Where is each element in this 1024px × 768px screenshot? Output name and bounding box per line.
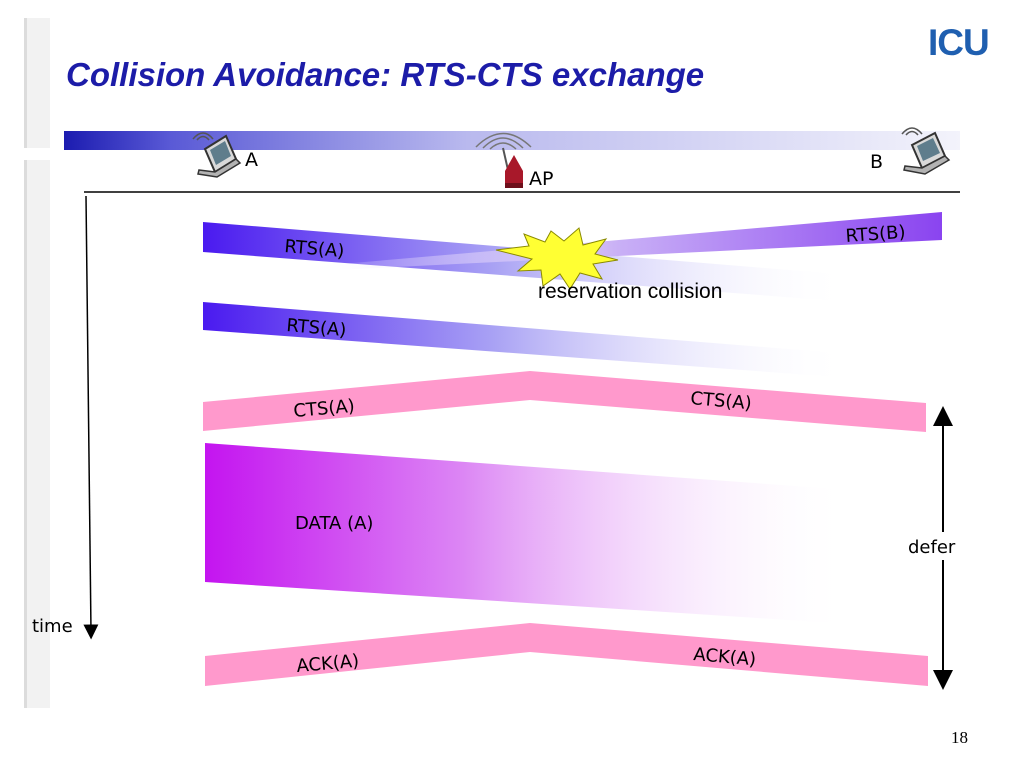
defer-label-background — [905, 532, 975, 560]
page-number: 18 — [951, 728, 968, 747]
node-b-label: B — [870, 151, 883, 173]
cts-a-left-label: CTS(A) — [293, 396, 356, 422]
slide-title: Collision Avoidance: RTS-CTS exchange — [66, 56, 705, 93]
collision-burst-icon — [495, 227, 619, 290]
collision-note: reservation collision — [538, 280, 722, 303]
rts-a-first-frame — [203, 222, 850, 302]
rts-a-second-frame — [203, 302, 850, 378]
laptop-b-icon — [901, 127, 951, 175]
left-rail-bottom — [24, 160, 50, 708]
rts-b-frame — [295, 212, 942, 272]
ack-a-frame — [205, 623, 928, 686]
laptop-a-icon — [192, 132, 242, 178]
ack-a-left-label: ACK(A) — [296, 651, 360, 677]
defer-label: defer — [908, 537, 956, 558]
access-point-icon — [475, 132, 532, 188]
icu-logo: ICU — [928, 22, 990, 63]
rts-a-second-label: RTS(A) — [286, 315, 348, 341]
cts-a-frame — [203, 371, 926, 432]
left-rail-top — [24, 18, 50, 148]
data-a-label: DATA (A) — [295, 513, 373, 534]
rts-a-first-label: RTS(A) — [284, 236, 346, 262]
time-axis-arrow — [83, 195, 99, 640]
node-ap-label: AP — [529, 168, 553, 190]
node-a-label: A — [245, 149, 258, 171]
data-a-frame — [205, 443, 850, 624]
rts-b-label: RTS(B) — [845, 222, 906, 247]
time-axis-label: time — [32, 616, 73, 637]
